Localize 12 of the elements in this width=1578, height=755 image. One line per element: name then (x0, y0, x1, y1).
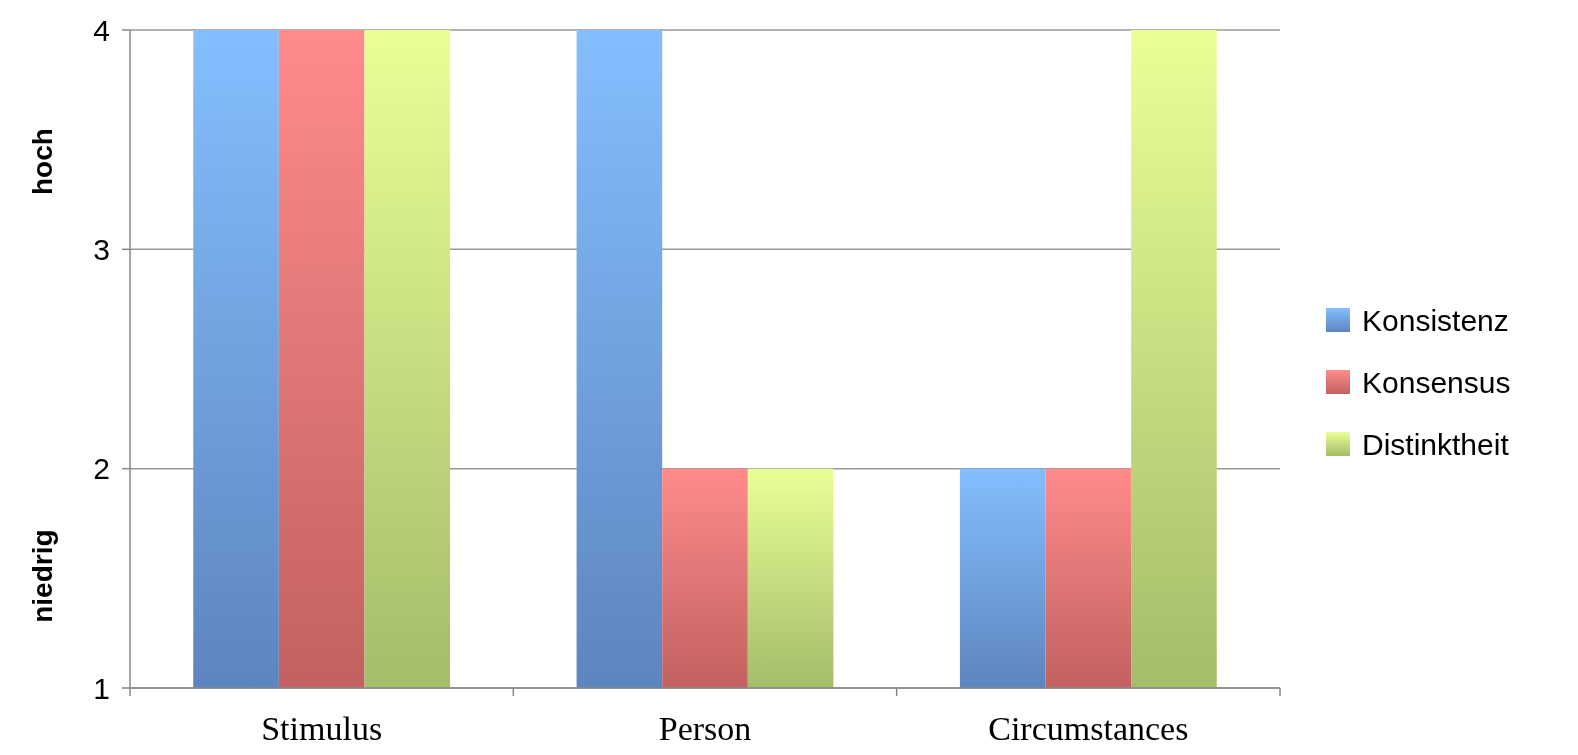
y-tick-label: 3 (93, 232, 110, 266)
x-tick-label: Circumstances (988, 710, 1189, 747)
legend-label: Konsistenz (1362, 303, 1509, 337)
y-tick-label: 4 (93, 13, 110, 47)
x-tick-label: Stimulus (261, 710, 383, 747)
y-tick-label: 2 (93, 452, 110, 486)
legend-label: Distinktheit (1362, 427, 1510, 461)
text: hoch (27, 128, 58, 196)
y-tick-label: 1 (93, 671, 110, 705)
text: niedrig (27, 529, 58, 623)
legend-label: Konsensus (1362, 365, 1511, 399)
x-tick-label: Person (658, 710, 752, 747)
